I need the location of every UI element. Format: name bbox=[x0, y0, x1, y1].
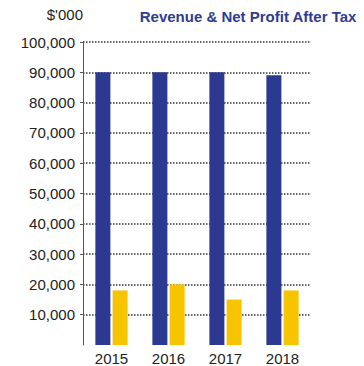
svg-text:2016: 2016 bbox=[152, 350, 185, 366]
svg-text:2015: 2015 bbox=[95, 350, 128, 366]
svg-text:$'000: $'000 bbox=[47, 6, 83, 23]
svg-text:30,000: 30,000 bbox=[29, 246, 75, 263]
svg-text:20,000: 20,000 bbox=[29, 276, 75, 293]
svg-text:Revenue & Net Profit After Tax: Revenue & Net Profit After Tax bbox=[140, 8, 357, 25]
svg-text:80,000: 80,000 bbox=[29, 94, 75, 111]
svg-text:10,000: 10,000 bbox=[29, 306, 75, 323]
svg-text:90,000: 90,000 bbox=[29, 64, 75, 81]
svg-text:40,000: 40,000 bbox=[29, 215, 75, 232]
svg-text:2017: 2017 bbox=[209, 350, 242, 366]
svg-text:50,000: 50,000 bbox=[29, 185, 75, 202]
svg-text:60,000: 60,000 bbox=[29, 155, 75, 172]
svg-text:2018: 2018 bbox=[266, 350, 299, 366]
svg-text:70,000: 70,000 bbox=[29, 124, 75, 141]
svg-text:100,000: 100,000 bbox=[21, 34, 75, 51]
